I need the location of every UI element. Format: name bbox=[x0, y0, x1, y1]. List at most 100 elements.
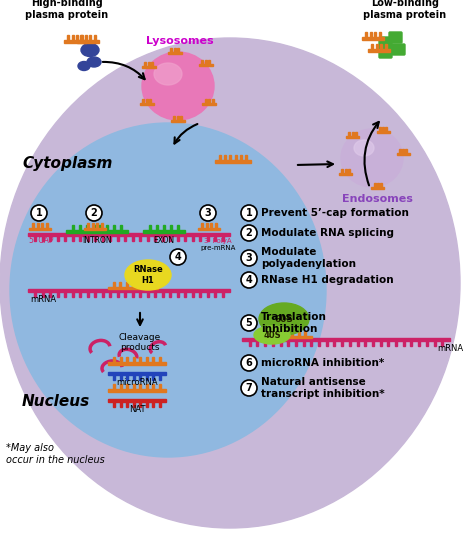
Circle shape bbox=[241, 355, 257, 371]
Text: 5: 5 bbox=[246, 318, 252, 328]
Bar bbox=[348, 168, 350, 173]
Bar bbox=[198, 228, 220, 230]
Text: 1: 1 bbox=[246, 208, 252, 218]
Bar bbox=[205, 60, 207, 64]
Bar bbox=[170, 225, 172, 230]
Circle shape bbox=[241, 315, 257, 331]
Bar bbox=[356, 341, 358, 346]
Bar bbox=[245, 155, 247, 160]
Bar bbox=[405, 149, 407, 153]
Circle shape bbox=[170, 249, 186, 265]
Bar bbox=[142, 99, 144, 103]
Bar bbox=[385, 127, 387, 131]
Text: 40S: 40S bbox=[263, 330, 281, 339]
Bar bbox=[208, 99, 210, 103]
Bar bbox=[132, 282, 134, 287]
Bar bbox=[108, 389, 166, 392]
Bar bbox=[140, 103, 154, 105]
Bar bbox=[57, 236, 59, 241]
Bar bbox=[240, 155, 242, 160]
Bar bbox=[35, 236, 36, 241]
Bar bbox=[380, 44, 382, 49]
Bar bbox=[89, 35, 91, 40]
Bar bbox=[37, 223, 39, 228]
Bar bbox=[108, 372, 166, 375]
Bar bbox=[235, 155, 237, 160]
Bar bbox=[352, 132, 354, 136]
Bar bbox=[272, 331, 274, 336]
Bar bbox=[120, 357, 122, 362]
Bar bbox=[215, 223, 217, 228]
Bar bbox=[67, 35, 69, 40]
Bar bbox=[208, 60, 210, 64]
Bar bbox=[146, 384, 148, 389]
Bar bbox=[177, 116, 179, 120]
Bar bbox=[113, 375, 116, 380]
Ellipse shape bbox=[0, 38, 460, 528]
Ellipse shape bbox=[341, 129, 403, 187]
Bar bbox=[170, 48, 173, 52]
Bar bbox=[120, 225, 122, 230]
Circle shape bbox=[241, 205, 257, 221]
Bar bbox=[177, 236, 179, 241]
Bar bbox=[64, 236, 66, 241]
Bar bbox=[380, 341, 382, 346]
Bar bbox=[374, 182, 375, 187]
Bar bbox=[215, 160, 251, 163]
Bar bbox=[66, 230, 128, 233]
Bar bbox=[144, 62, 146, 67]
Text: 60S: 60S bbox=[274, 315, 293, 323]
Bar bbox=[127, 357, 128, 362]
Bar bbox=[126, 282, 128, 287]
Bar bbox=[41, 223, 43, 228]
Bar bbox=[174, 48, 176, 52]
Bar bbox=[147, 292, 149, 297]
Bar bbox=[85, 35, 87, 40]
Bar bbox=[143, 230, 185, 233]
Bar bbox=[149, 99, 151, 103]
Bar bbox=[113, 225, 115, 230]
Bar bbox=[214, 292, 216, 297]
Bar bbox=[210, 223, 212, 228]
Bar bbox=[333, 341, 336, 346]
Bar bbox=[152, 384, 154, 389]
Bar bbox=[205, 99, 207, 103]
Bar bbox=[387, 341, 389, 346]
Circle shape bbox=[241, 225, 257, 241]
Text: 3: 3 bbox=[246, 253, 252, 263]
Bar bbox=[265, 331, 267, 336]
Bar bbox=[300, 0, 474, 138]
Bar bbox=[292, 331, 293, 336]
Bar bbox=[159, 402, 161, 407]
Bar bbox=[221, 236, 224, 241]
Bar bbox=[120, 384, 122, 389]
Bar bbox=[28, 289, 230, 292]
Bar bbox=[202, 103, 216, 105]
Bar bbox=[117, 292, 119, 297]
Text: Translation
inhibition: Translation inhibition bbox=[261, 312, 327, 334]
Bar bbox=[374, 32, 376, 37]
Text: Cytoplasm: Cytoplasm bbox=[22, 156, 112, 171]
Bar bbox=[346, 136, 359, 138]
Bar bbox=[379, 32, 381, 37]
Bar bbox=[169, 292, 171, 297]
Bar bbox=[96, 223, 98, 228]
Bar bbox=[79, 225, 81, 230]
Bar bbox=[159, 375, 161, 380]
Ellipse shape bbox=[142, 52, 214, 120]
Bar bbox=[94, 236, 96, 241]
Bar bbox=[280, 341, 282, 346]
Bar bbox=[184, 236, 186, 241]
Bar bbox=[377, 182, 379, 187]
Bar bbox=[79, 292, 82, 297]
Text: 7: 7 bbox=[246, 383, 252, 393]
Bar bbox=[201, 60, 203, 64]
Bar bbox=[304, 331, 307, 336]
Text: 2: 2 bbox=[246, 228, 252, 238]
Bar bbox=[355, 132, 357, 136]
Bar bbox=[206, 223, 208, 228]
Bar bbox=[177, 225, 179, 230]
Bar bbox=[92, 223, 94, 228]
Bar bbox=[410, 341, 412, 346]
Bar bbox=[139, 384, 141, 389]
